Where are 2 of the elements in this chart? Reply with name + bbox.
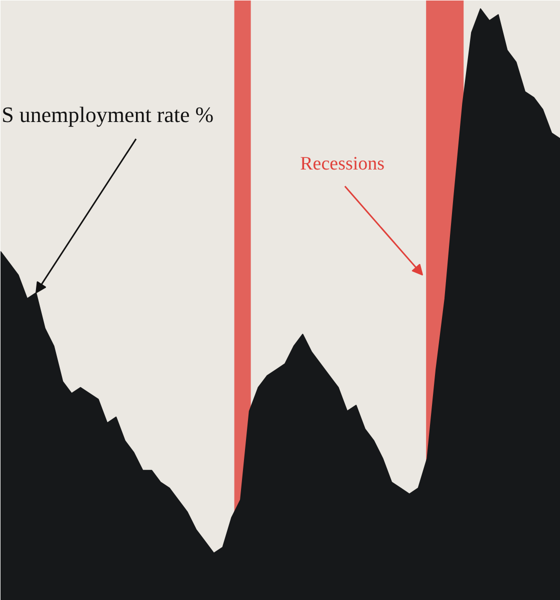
annotation: Recessions: [300, 153, 385, 174]
annotation: S unemployment rate %: [2, 102, 214, 128]
